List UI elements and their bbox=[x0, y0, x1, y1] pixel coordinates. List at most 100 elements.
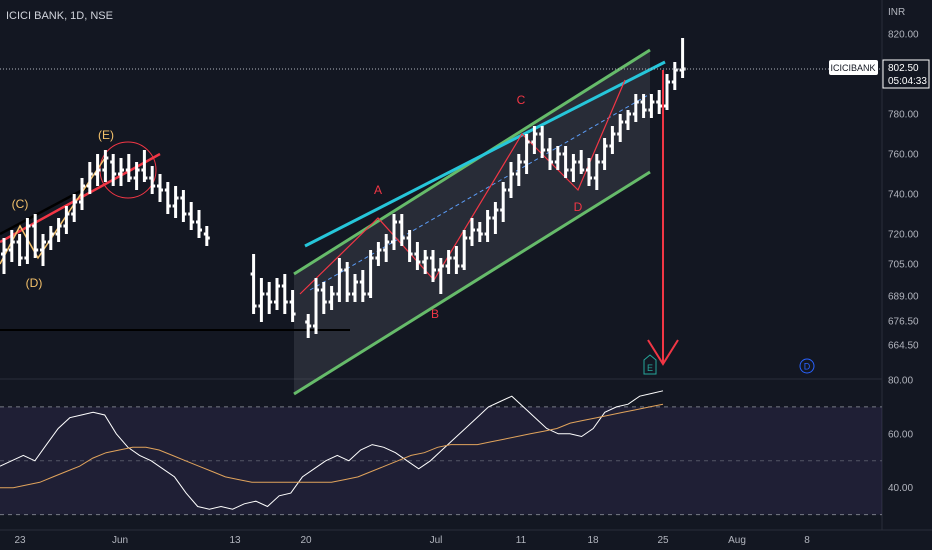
price-bar[interactable] bbox=[102, 150, 109, 182]
channel-lower-line[interactable] bbox=[293, 170, 651, 396]
price-bar[interactable] bbox=[391, 214, 397, 250]
price-bar[interactable] bbox=[172, 186, 179, 218]
price-bar[interactable] bbox=[328, 286, 335, 310]
price-bar[interactable] bbox=[664, 74, 670, 110]
price-bar[interactable] bbox=[320, 282, 327, 314]
price-bar[interactable] bbox=[453, 246, 460, 274]
time-axis-tick: 13 bbox=[229, 535, 241, 546]
price-bar[interactable] bbox=[1, 238, 7, 274]
price-bar[interactable] bbox=[203, 226, 210, 246]
price-bar[interactable] bbox=[625, 110, 631, 130]
price-bar[interactable] bbox=[492, 202, 499, 234]
rsi-line[interactable] bbox=[0, 390, 664, 510]
price-bar[interactable] bbox=[47, 226, 54, 250]
price-bar[interactable] bbox=[266, 282, 273, 314]
price-bar[interactable] bbox=[640, 94, 647, 118]
price-bar[interactable] bbox=[344, 262, 351, 302]
earnings-marker[interactable] bbox=[643, 354, 657, 375]
wave-label-e-paren: (E) bbox=[98, 128, 114, 142]
price-bar[interactable] bbox=[383, 234, 390, 262]
price-bar[interactable] bbox=[196, 210, 202, 238]
price-bar[interactable] bbox=[164, 182, 171, 214]
price-bar[interactable] bbox=[274, 278, 280, 310]
price-bar[interactable] bbox=[180, 190, 187, 222]
price-bar[interactable] bbox=[445, 250, 452, 274]
price-bar[interactable] bbox=[149, 166, 156, 194]
price-bar[interactable] bbox=[375, 242, 382, 266]
price-bar[interactable] bbox=[656, 90, 663, 114]
price-bar[interactable] bbox=[359, 270, 366, 302]
dividend-marker[interactable] bbox=[799, 358, 815, 374]
time-axis-tick: Aug bbox=[728, 535, 746, 546]
price-bar[interactable] bbox=[554, 146, 561, 170]
price-bar[interactable] bbox=[63, 206, 70, 234]
price-bar[interactable] bbox=[281, 274, 288, 314]
price-bar[interactable] bbox=[367, 250, 374, 298]
price-bar[interactable] bbox=[562, 146, 569, 178]
price-bar[interactable] bbox=[570, 154, 577, 182]
time-axis-tick: Jun bbox=[112, 535, 128, 546]
price-bar[interactable] bbox=[578, 150, 585, 174]
price-bar[interactable] bbox=[125, 154, 132, 182]
price-bar[interactable] bbox=[484, 210, 491, 242]
price-bar[interactable] bbox=[547, 138, 553, 170]
price-bar[interactable] bbox=[94, 154, 101, 186]
price-bar[interactable] bbox=[508, 162, 514, 198]
price-bar[interactable] bbox=[118, 158, 124, 186]
price-bar[interactable] bbox=[586, 158, 592, 186]
price-bar[interactable] bbox=[40, 234, 46, 266]
price-bar[interactable] bbox=[430, 250, 436, 282]
price-tag[interactable] bbox=[882, 59, 930, 89]
price-bar[interactable] bbox=[601, 138, 608, 170]
price-bar[interactable] bbox=[305, 314, 312, 338]
price-bar[interactable] bbox=[593, 154, 600, 190]
price-bar[interactable] bbox=[55, 218, 62, 242]
price-bar[interactable] bbox=[422, 250, 429, 274]
price-bar[interactable] bbox=[289, 290, 296, 322]
price-bar[interactable] bbox=[500, 182, 507, 222]
price-bar[interactable] bbox=[437, 258, 444, 294]
price-bar[interactable] bbox=[188, 202, 195, 230]
price-bar[interactable] bbox=[258, 278, 265, 322]
price-bar[interactable] bbox=[398, 214, 405, 246]
target-arrow-head[interactable] bbox=[647, 339, 679, 366]
price-bar[interactable] bbox=[16, 234, 23, 266]
price-bar[interactable] bbox=[313, 278, 319, 334]
time-axis-tick: 23 bbox=[14, 535, 26, 546]
price-bar[interactable] bbox=[8, 230, 15, 262]
price-bar[interactable] bbox=[515, 154, 522, 186]
price-bar[interactable] bbox=[86, 162, 93, 194]
rsi-ma-line[interactable] bbox=[0, 403, 664, 489]
symbol-tag[interactable] bbox=[829, 60, 878, 75]
price-bar[interactable] bbox=[469, 218, 475, 246]
price-bar[interactable] bbox=[71, 194, 78, 222]
time-axis-tick: 20 bbox=[300, 535, 312, 546]
price-bar[interactable] bbox=[617, 114, 624, 142]
resistance-line[interactable] bbox=[304, 60, 666, 248]
price-bar[interactable] bbox=[133, 162, 140, 190]
price-bar[interactable] bbox=[79, 178, 85, 210]
price-bar[interactable] bbox=[648, 94, 655, 118]
price-bar[interactable] bbox=[141, 150, 148, 182]
time-axis-tick: 8 bbox=[804, 535, 810, 546]
price-bar[interactable] bbox=[352, 274, 358, 302]
price-bar[interactable] bbox=[414, 242, 421, 270]
price-bar[interactable] bbox=[110, 154, 117, 186]
price-bar[interactable] bbox=[157, 174, 163, 202]
price-bar[interactable] bbox=[406, 230, 413, 262]
price-bar[interactable] bbox=[461, 230, 468, 270]
time-axis-tick: 11 bbox=[516, 535, 527, 546]
price-bar[interactable] bbox=[539, 126, 546, 158]
price-bar[interactable] bbox=[32, 214, 39, 258]
price-bar[interactable] bbox=[609, 126, 616, 154]
price-bar[interactable] bbox=[476, 222, 483, 242]
price-bar[interactable] bbox=[523, 134, 530, 174]
price-bar[interactable] bbox=[336, 258, 343, 302]
price-bar[interactable] bbox=[24, 218, 31, 264]
price-axis-tick: 740.00 bbox=[888, 190, 919, 201]
price-bar[interactable] bbox=[250, 254, 257, 314]
price-bar[interactable] bbox=[671, 62, 678, 90]
price-bar[interactable] bbox=[531, 126, 538, 154]
price-bar[interactable] bbox=[632, 94, 639, 122]
